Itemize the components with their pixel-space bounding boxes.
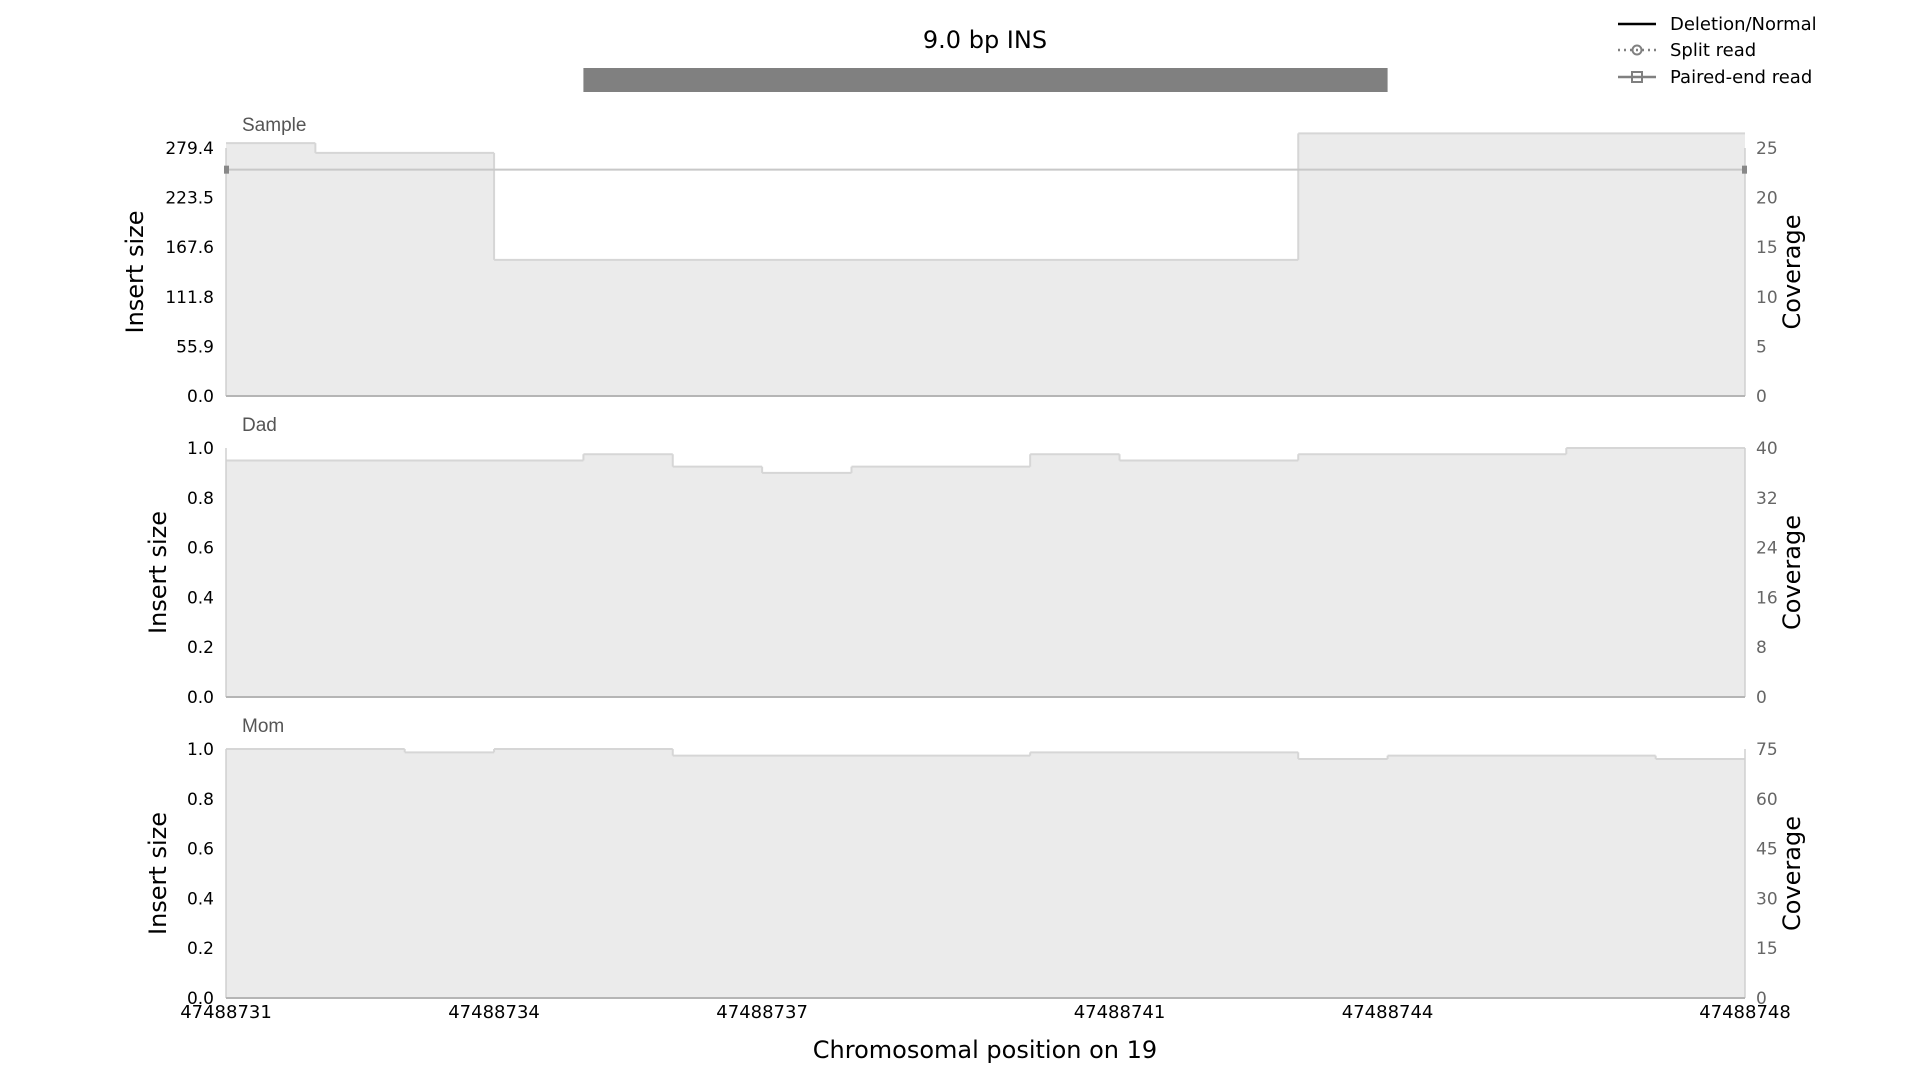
y-axis-title: Insert size: [144, 812, 172, 935]
x-tick-label: 47488741: [1074, 1002, 1166, 1023]
y-tick-label: 55.9: [176, 337, 214, 357]
legend-marker-circle: [1631, 44, 1643, 56]
y2-tick-label: 25: [1756, 139, 1778, 159]
panel-title-dad: Dad: [242, 415, 277, 436]
panel-title-mom: Mom: [242, 716, 284, 737]
legend-item: Deletion/Normal: [1618, 14, 1817, 35]
y2-tick-label: 32: [1756, 489, 1778, 509]
legend-item: Split read: [1618, 40, 1756, 61]
y2-tick-label: 40: [1756, 439, 1778, 459]
coverage-area-mom: [226, 749, 1745, 998]
y2-tick-label: 60: [1756, 790, 1778, 810]
y-tick-label: 0.0: [187, 688, 214, 708]
y-tick-label: 0.0: [187, 989, 214, 1009]
coverage-area-sample: [226, 133, 1745, 397]
y-axis-title: Insert size: [121, 211, 149, 334]
y2-tick-label: 30: [1756, 889, 1778, 909]
legend-label: Paired-end read: [1670, 67, 1812, 88]
y2-tick-label: 5: [1756, 337, 1767, 357]
y2-tick-label: 16: [1756, 588, 1778, 608]
panel-mom: Mom 0.0 0.2 0.4 0.6 0.8 1.0 0 15 30 45 60 75 Insert s…: [144, 716, 1806, 1009]
paired-end-read-marker: [1742, 165, 1747, 174]
y2-tick-label: 24: [1756, 539, 1778, 559]
x-tick-label: 47488744: [1342, 1002, 1434, 1023]
y-tick-label: 111.8: [165, 288, 214, 308]
legend-label: Split read: [1670, 40, 1756, 61]
panel-sample: Sample 0.0 55.9 111.8 167.6 223.5 279.4 0 5 10 15 2…: [121, 115, 1806, 407]
legend-marker-square: [1631, 71, 1643, 83]
panel-title-sample: Sample: [242, 115, 306, 136]
y2-tick-label: 0: [1756, 688, 1767, 708]
paired-end-read-marker: [224, 165, 229, 174]
coverage-area-dad: [226, 448, 1745, 697]
y2-tick-label: 15: [1756, 238, 1778, 258]
y-tick-label: 0.4: [187, 889, 214, 909]
x-axis: 47488731 47488734 47488737 47488741 47488744…: [180, 1002, 1791, 1023]
x-tick-label: 47488748: [1699, 1002, 1791, 1023]
legend-label: Deletion/Normal: [1670, 14, 1817, 35]
y2-tick-label: 15: [1756, 939, 1778, 959]
y2-tick-label: 20: [1756, 189, 1778, 209]
legend: Deletion/Normal Split read Paired-end read: [1618, 14, 1817, 88]
y-tick-label: 0.8: [187, 489, 214, 509]
panel-dad: Dad 0.0 0.2 0.4 0.6 0.8 1.0 0 8 16 24 32 40 Insert si…: [144, 415, 1806, 708]
x-tick-label: 47488731: [180, 1002, 272, 1023]
y-tick-label: 0.8: [187, 790, 214, 810]
y-tick-label: 1.0: [187, 740, 214, 760]
x-axis-title: Chromosomal position on 19: [813, 1036, 1157, 1064]
y2-axis-title: Coverage: [1778, 816, 1806, 931]
y-tick-label: 0.6: [187, 840, 214, 860]
y2-tick-label: 10: [1756, 288, 1778, 308]
y-tick-label: 0.0: [187, 387, 214, 407]
y-tick-label: 0.6: [187, 539, 214, 559]
legend-item: Paired-end read: [1618, 67, 1812, 88]
figure-title: 9.0 bp INS: [923, 26, 1047, 54]
y-tick-label: 0.4: [187, 588, 214, 608]
panels: Sample 0.0 55.9 111.8 167.6 223.5 279.4 0 5 10 15 2…: [121, 115, 1806, 1009]
y-axis-title: Insert size: [144, 511, 172, 634]
y-tick-label: 0.2: [187, 939, 214, 959]
title-layer: 9.0 bp INS: [583, 26, 1388, 92]
y2-axis-title: Coverage: [1778, 215, 1806, 330]
y-tick-label: 223.5: [165, 189, 214, 209]
y-tick-label: 167.6: [165, 238, 214, 258]
x-tick-label: 47488737: [716, 1002, 808, 1023]
y2-tick-label: 0: [1756, 387, 1767, 407]
x-tick-label: 47488734: [448, 1002, 540, 1023]
y-tick-label: 1.0: [187, 439, 214, 459]
variant-bar: [583, 68, 1388, 92]
y2-tick-label: 8: [1756, 638, 1767, 658]
y2-tick-label: 0: [1756, 989, 1767, 1009]
y2-tick-label: 45: [1756, 840, 1778, 860]
y2-axis-title: Coverage: [1778, 515, 1806, 630]
y-tick-label: 279.4: [165, 139, 214, 159]
y-tick-label: 0.2: [187, 638, 214, 658]
y2-tick-label: 75: [1756, 740, 1778, 760]
